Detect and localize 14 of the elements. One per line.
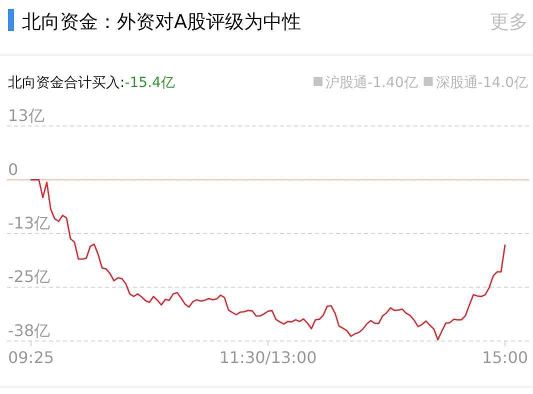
x-tick-label: 15:00 (482, 348, 528, 367)
text: -15.4亿 (124, 75, 175, 91)
text: 沪股通-1.40亿 (326, 75, 418, 91)
text: 更多 (490, 11, 528, 33)
y-tick-label: -25亿 (8, 267, 50, 286)
y-tick-label: -38亿 (8, 321, 50, 340)
chart-title: 北向资金：外资对A股评级为中性 (22, 11, 301, 33)
y-tick-label: 0 (8, 160, 18, 179)
x-tick-label: 11:30/13:00 (219, 348, 317, 367)
y-tick-label: -13亿 (8, 214, 50, 233)
text: 深股通-14.0亿 (436, 75, 528, 91)
x-tick-label: 09:25 (8, 348, 54, 367)
text: 北向资金合计买入: (8, 75, 125, 91)
y-tick-label: 13亿 (8, 106, 44, 125)
